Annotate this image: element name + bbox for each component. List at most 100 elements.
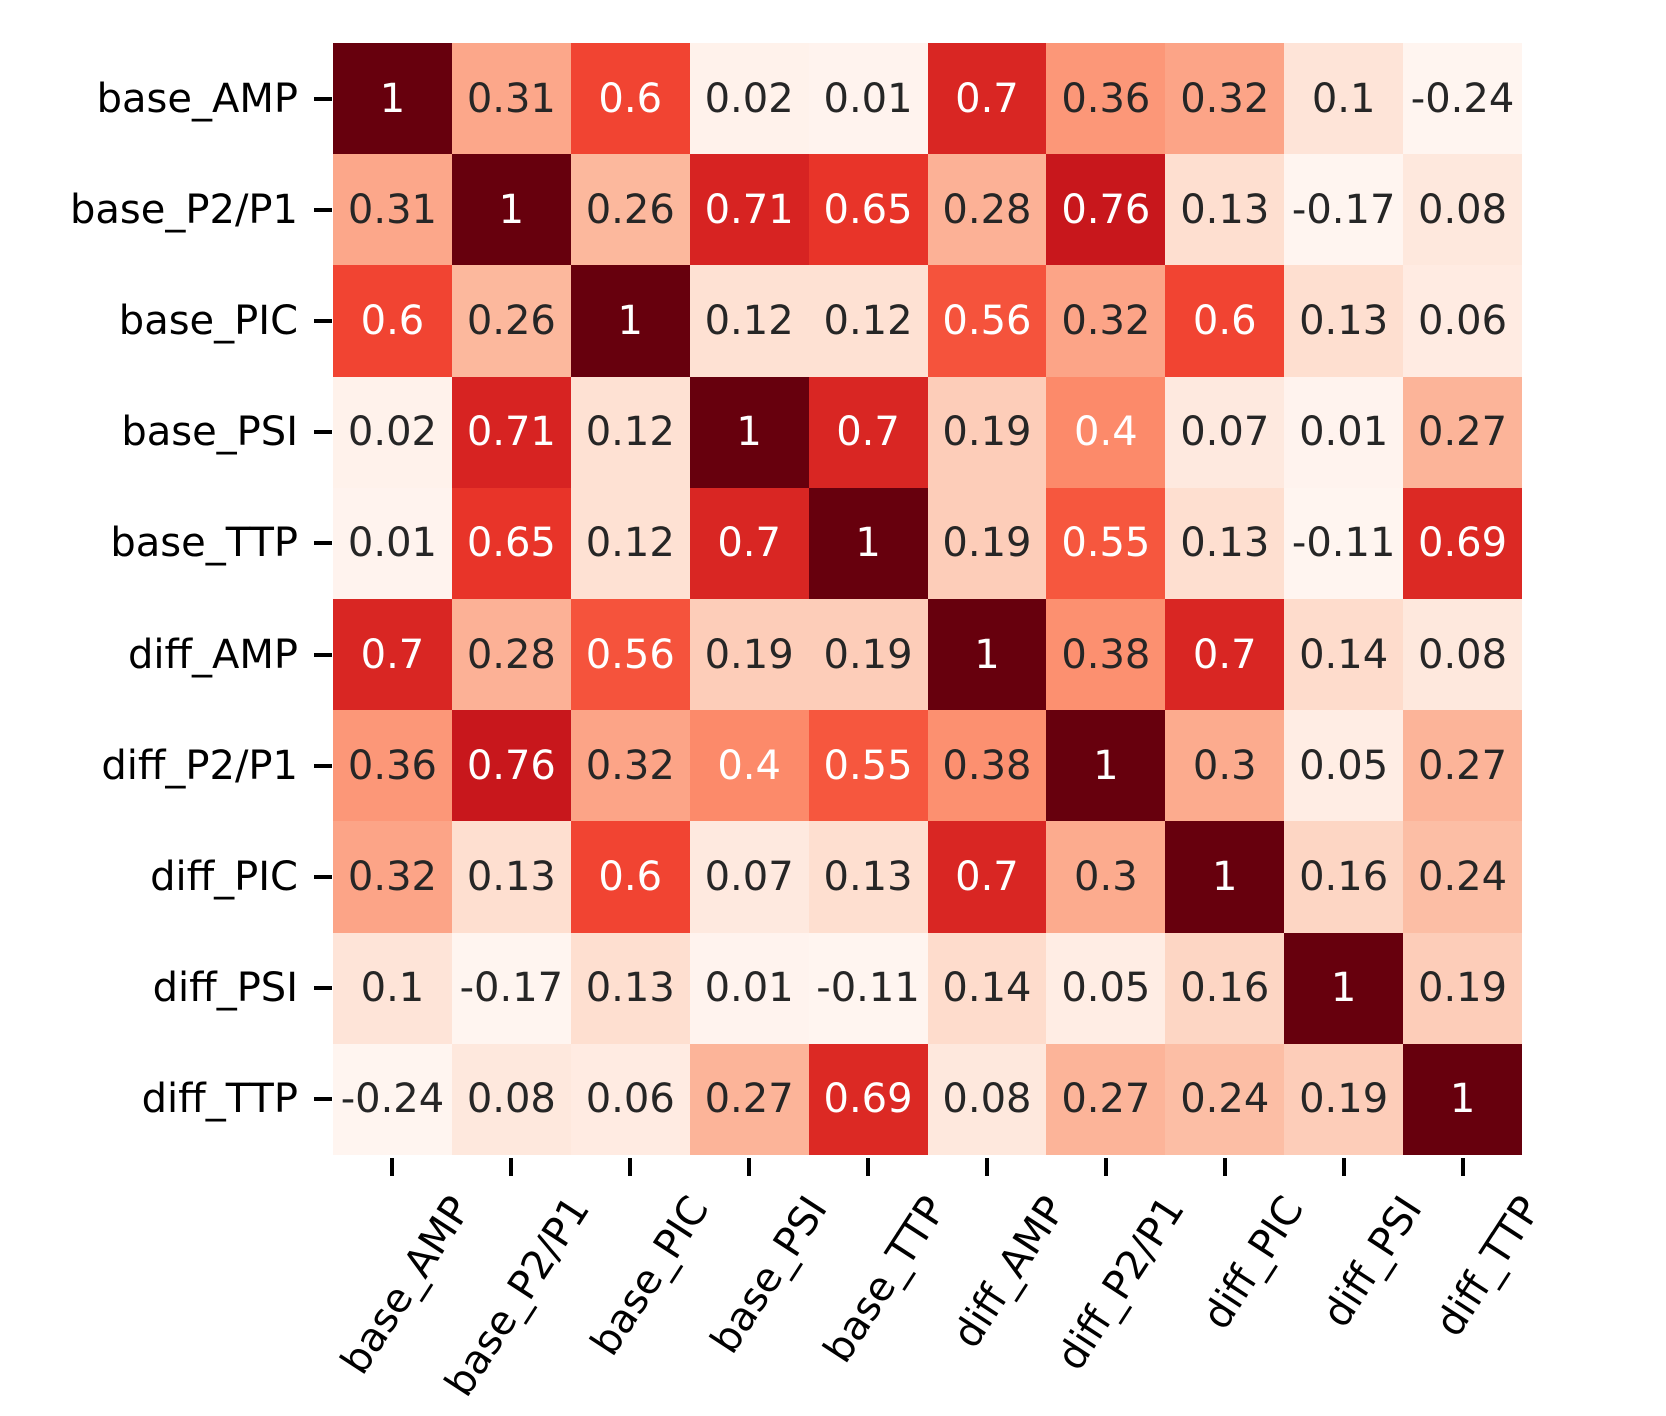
x-tick-label: diff_P2/P1	[1048, 1188, 1194, 1379]
cell-value: 0.06	[1418, 297, 1508, 344]
heatmap-cell: 1	[451, 154, 571, 266]
cell-value: 0.6	[360, 297, 425, 344]
y-tick-label: base_TTP	[110, 520, 298, 567]
heatmap-cell: 0.07	[1165, 376, 1285, 488]
cell-value: 0.26	[466, 297, 556, 344]
y-tick-mark	[314, 430, 332, 435]
cell-value: 0.13	[823, 853, 913, 900]
heatmap-grid: 1 0.31 0.6 0.02 0.01 0.7 0.36 0.32 0.1 -0.24 0.31 1…	[333, 43, 1522, 1155]
heatmap-cell: 0.71	[689, 154, 809, 266]
heatmap-cell: 1	[570, 265, 690, 377]
heatmap-cell: 0.27	[1403, 376, 1522, 488]
cell-value: 0.32	[585, 742, 675, 789]
x-tick-mark	[1341, 1158, 1346, 1176]
heatmap-cell: 0.08	[1403, 598, 1522, 711]
cell-value: 0.01	[347, 520, 437, 567]
heatmap-cell: 0.7	[689, 487, 809, 599]
heatmap-cell: 1	[927, 598, 1047, 711]
heatmap-cell: 1	[689, 376, 809, 488]
x-tick-mark	[747, 1158, 752, 1176]
cell-value: 0.6	[598, 853, 663, 900]
cell-value: 0.08	[942, 1076, 1032, 1123]
cell-value: 0.4	[1074, 409, 1138, 456]
heatmap-cell: 0.12	[808, 265, 928, 377]
heatmap-cell: 0.56	[927, 265, 1047, 377]
y-tick-mark	[314, 541, 332, 546]
heatmap-cell: 0.16	[1165, 932, 1285, 1044]
cell-value: 0.36	[1061, 75, 1151, 122]
cell-value: 0.19	[942, 409, 1032, 456]
cell-value: 0.55	[1061, 520, 1151, 567]
heatmap-cell: 0.24	[1403, 821, 1522, 933]
heatmap-cell: 0.01	[689, 932, 809, 1044]
cell-value: 0.7	[955, 75, 1019, 122]
y-tick-mark	[314, 96, 332, 101]
heatmap-cell: 0.02	[689, 43, 809, 155]
heatmap-cell: 0.1	[1284, 43, 1404, 155]
heatmap-cell: 0.7	[333, 598, 452, 711]
heatmap-cell: 0.28	[927, 154, 1047, 266]
heatmap-cell: 0.38	[1046, 598, 1166, 711]
cell-value: 0.31	[347, 186, 437, 233]
heatmap-cell: 1	[1284, 932, 1404, 1044]
heatmap-cell: 0.65	[451, 487, 571, 599]
heatmap-cell: 0.01	[1284, 376, 1404, 488]
cell-value: 0.38	[942, 742, 1032, 789]
cell-value: 1	[379, 75, 406, 122]
heatmap-cell: 0.65	[808, 154, 928, 266]
cell-value: 0.71	[466, 409, 556, 456]
y-tick-mark	[314, 875, 332, 879]
cell-value: 0.76	[466, 742, 556, 789]
heatmap-cell: 1	[808, 487, 928, 599]
cell-value: 0.19	[704, 631, 794, 678]
cell-value: 0.65	[823, 186, 913, 233]
heatmap-cell: 0.07	[689, 821, 809, 933]
heatmap-cell: 1	[1403, 1043, 1522, 1155]
cell-value: 0.07	[704, 853, 794, 900]
heatmap-cell: 0.36	[333, 710, 452, 822]
heatmap-cell: 0.6	[333, 265, 452, 377]
heatmap-cell: 0.71	[451, 376, 571, 488]
y-tick-label: base_AMP	[96, 75, 298, 122]
heatmap-cell: 0.31	[451, 43, 571, 155]
cell-value: -0.11	[1291, 520, 1396, 567]
cell-value: 0.3	[1074, 853, 1138, 900]
x-tick-label: base_TTP	[815, 1188, 957, 1371]
heatmap-cell: 0.12	[570, 487, 690, 599]
y-tick-label: diff_PSI	[152, 965, 298, 1012]
cell-value: 0.27	[1418, 742, 1508, 789]
cell-value: 1	[736, 409, 762, 456]
y-tick-mark	[314, 763, 332, 768]
heatmap-cell: -0.17	[451, 932, 571, 1044]
heatmap-cell: 0.08	[451, 1043, 571, 1155]
heatmap-cell: 0.26	[570, 154, 690, 266]
cell-value: 0.65	[466, 520, 556, 567]
heatmap-cell: 0.6	[570, 43, 690, 155]
heatmap-cell: 0.27	[689, 1043, 809, 1155]
y-tick-mark	[314, 319, 332, 323]
heatmap-cell: 0.6	[1165, 265, 1285, 377]
y-tick-mark	[314, 207, 332, 212]
cell-value: 0.08	[1418, 186, 1508, 233]
cell-value: 0.1	[360, 965, 425, 1012]
x-tick-label: base_PIC	[582, 1188, 719, 1364]
y-tick-label: base_P2/P1	[70, 186, 298, 233]
heatmap-cell: 0.7	[927, 821, 1047, 933]
x-tick-label: diff_AMP	[943, 1188, 1076, 1357]
heatmap-cell: 0.55	[1046, 487, 1166, 599]
cell-value: 0.28	[942, 186, 1032, 233]
heatmap-cell: 0.27	[1403, 710, 1522, 822]
x-tick-mark	[628, 1158, 633, 1176]
cell-value: 0.6	[598, 75, 663, 122]
cell-value: 0.13	[1180, 186, 1270, 233]
cell-value: 0.14	[942, 965, 1032, 1012]
y-tick-label: base_PSI	[121, 409, 298, 456]
x-tick-mark	[1103, 1158, 1108, 1176]
cell-value: 0.01	[823, 75, 913, 122]
cell-value: -0.11	[816, 965, 920, 1012]
x-tick-mark	[984, 1158, 989, 1176]
heatmap-cell: 0.13	[570, 932, 690, 1044]
x-tick-label: base_AMP	[332, 1188, 481, 1383]
y-tick-mark	[314, 1097, 332, 1102]
